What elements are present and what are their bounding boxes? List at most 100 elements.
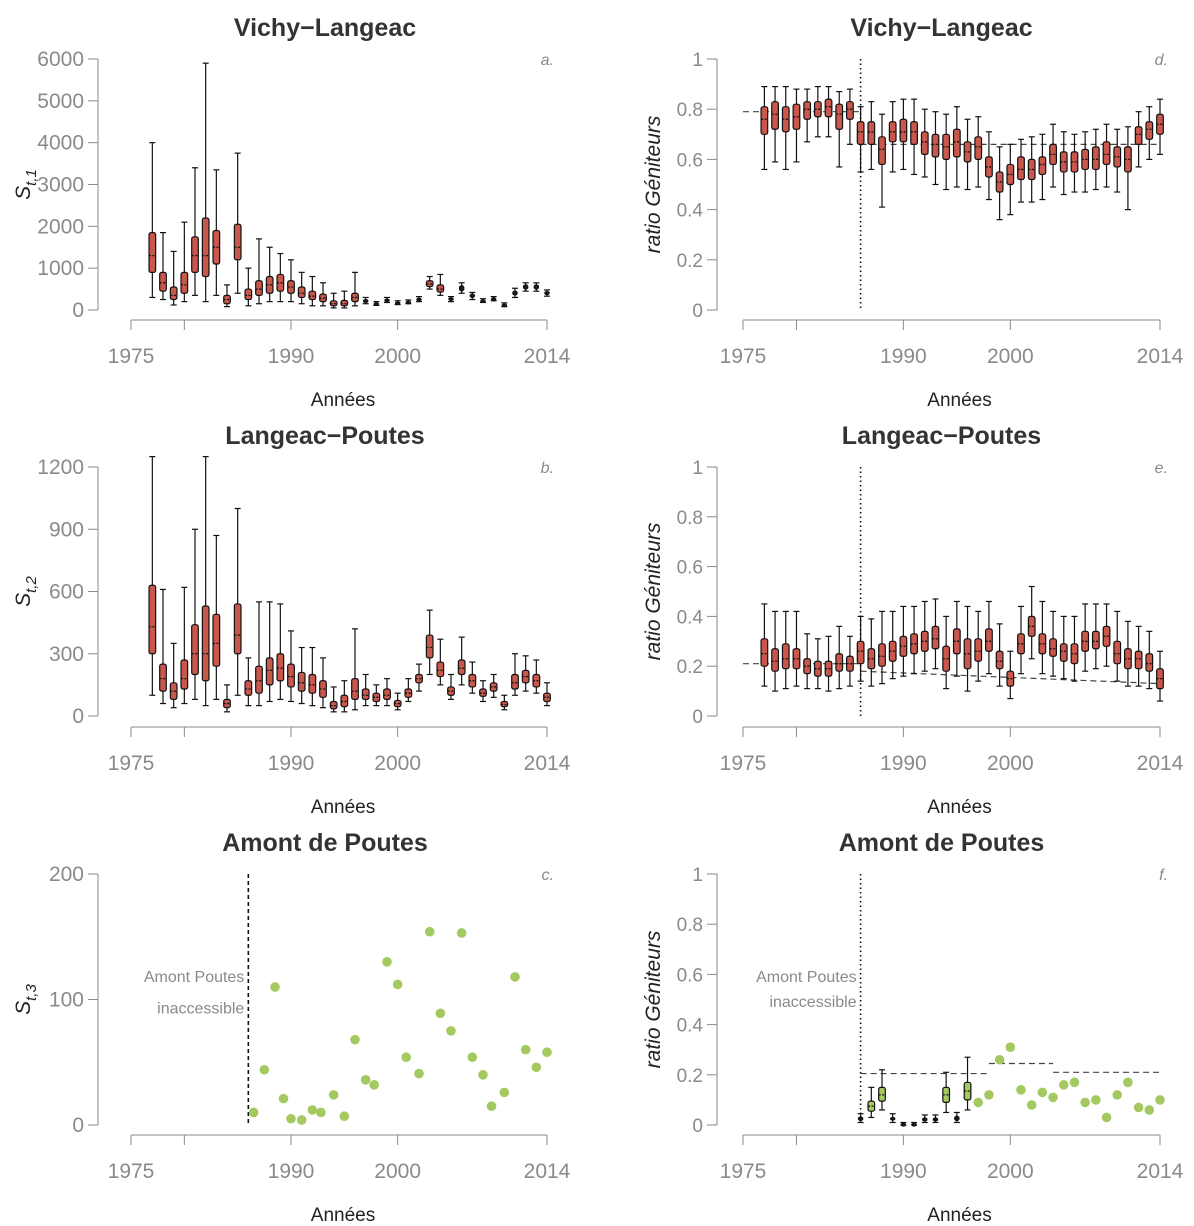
boxplot-2004 bbox=[436, 273, 445, 296]
data-point bbox=[1005, 1042, 1016, 1052]
data-point bbox=[1112, 1090, 1123, 1100]
boxplot-1995 bbox=[340, 680, 349, 713]
x-axis-label: Années bbox=[927, 797, 991, 818]
box bbox=[760, 106, 769, 135]
boxplot-2011 bbox=[511, 653, 519, 696]
box bbox=[169, 286, 178, 301]
panel-e: Langeac−Poutes e. 0 0.2 0.4 0.6 0.8 1 1975 1990 20… bbox=[642, 422, 1184, 818]
boxplot-1986 bbox=[857, 1113, 864, 1124]
box bbox=[835, 653, 844, 672]
y-tick-label: 300 bbox=[49, 643, 84, 666]
x-tick-label: 2014 bbox=[1137, 345, 1184, 368]
data-point bbox=[286, 1113, 296, 1124]
boxplot-1992 bbox=[308, 275, 317, 307]
boxplot-2003 bbox=[1038, 133, 1047, 201]
y-tick-label: 0.8 bbox=[677, 915, 703, 936]
panel-title-f: Amont de Poutes bbox=[839, 829, 1045, 857]
boxplot-1984 bbox=[835, 91, 844, 168]
y-axis-label-main: ratio Géniteurs bbox=[642, 522, 665, 660]
boxplot-1987 bbox=[867, 1086, 876, 1119]
boxplot-1997 bbox=[361, 673, 370, 707]
boxplot-1980 bbox=[792, 88, 801, 163]
boxplot-1997 bbox=[974, 610, 983, 682]
panel-title-a: Vichy−Langeac bbox=[234, 14, 416, 42]
box bbox=[148, 584, 157, 655]
boxplot-2001 bbox=[1017, 138, 1025, 203]
panel-letter-d: d. bbox=[1155, 52, 1168, 69]
data-point bbox=[1123, 1077, 1133, 1088]
box bbox=[952, 128, 961, 158]
boxplot-1982 bbox=[813, 638, 822, 690]
boxplot-1978 bbox=[771, 610, 779, 692]
x-tick-label: 1990 bbox=[880, 752, 927, 775]
boxplot-1999 bbox=[384, 296, 390, 304]
boxplot-1992 bbox=[920, 600, 929, 672]
boxplot-1993 bbox=[931, 111, 940, 186]
x-tick-label: 2014 bbox=[524, 1160, 571, 1183]
boxplot-1992 bbox=[921, 1114, 928, 1124]
boxplot-2009 bbox=[1102, 603, 1111, 667]
boxplot-1982 bbox=[813, 86, 822, 138]
y-axis-label: St,3 bbox=[12, 984, 40, 1015]
panel-title-d: Vichy−Langeac bbox=[850, 14, 1032, 42]
box bbox=[867, 121, 876, 145]
box bbox=[931, 133, 940, 158]
boxplot-1983 bbox=[212, 169, 221, 296]
boxplot-2005 bbox=[1059, 615, 1068, 680]
boxplot-1980 bbox=[180, 221, 189, 303]
boxplot-1983 bbox=[212, 534, 221, 701]
boxplot-1990 bbox=[287, 630, 295, 703]
data-point bbox=[392, 979, 403, 990]
boxplot-2013 bbox=[1145, 630, 1154, 690]
boxplot-1994 bbox=[329, 292, 338, 309]
boxplot-1994 bbox=[942, 1071, 951, 1114]
boxplot-1989 bbox=[276, 603, 285, 701]
boxplot-1983 bbox=[824, 635, 833, 692]
x-tick-label: 1990 bbox=[268, 345, 315, 368]
boxplot-1998 bbox=[985, 600, 993, 675]
boxplot-2001 bbox=[404, 678, 413, 703]
data-point bbox=[1037, 1087, 1048, 1098]
boxplot-1996 bbox=[963, 605, 972, 692]
y-tick-label: 1 bbox=[692, 50, 703, 71]
y-tick-label: 600 bbox=[49, 581, 84, 604]
box bbox=[878, 643, 886, 667]
panel-c: Amont de Poutes c. 0 100 200 1975 1990 2000 2014… bbox=[12, 829, 571, 1226]
data-point bbox=[369, 1080, 380, 1090]
boxplot-1993 bbox=[932, 1114, 939, 1124]
data-point bbox=[307, 1105, 318, 1115]
box bbox=[1145, 653, 1154, 672]
panel-title-e: Langeac−Poutes bbox=[842, 422, 1041, 450]
boxplot-1991 bbox=[297, 271, 306, 305]
boxplot-1988 bbox=[878, 113, 886, 208]
x-tick-label: 1990 bbox=[880, 1160, 927, 1183]
y-axis-label-subscript: t,3 bbox=[23, 984, 40, 1001]
box bbox=[244, 288, 253, 301]
box bbox=[824, 98, 833, 118]
data-point bbox=[278, 1093, 289, 1104]
boxplot-1985 bbox=[846, 88, 854, 145]
boxplot-2002 bbox=[415, 663, 423, 692]
boxplot-2008 bbox=[480, 298, 486, 304]
boxplot-2014 bbox=[544, 289, 550, 297]
boxplot-2001 bbox=[405, 299, 412, 305]
boxplot-2002 bbox=[416, 296, 422, 303]
boxplot-1990 bbox=[287, 259, 295, 303]
panel-letter-b: b. bbox=[541, 460, 554, 477]
box bbox=[436, 661, 445, 678]
boxplot-2012 bbox=[1134, 111, 1143, 168]
boxplot-1988 bbox=[265, 246, 274, 303]
y-axis-label-main: S bbox=[12, 1001, 35, 1015]
data-point bbox=[478, 1070, 488, 1080]
x-tick-label: 1975 bbox=[108, 752, 155, 775]
x-tick-label: 1975 bbox=[720, 1160, 767, 1183]
boxplot-2014 bbox=[543, 682, 551, 707]
box bbox=[846, 101, 854, 120]
y-axis-label: St,2 bbox=[12, 576, 40, 607]
x-tick-label: 1975 bbox=[108, 1160, 155, 1183]
y-tick-label: 0 bbox=[72, 1114, 84, 1137]
boxplot-2005 bbox=[1059, 131, 1068, 196]
boxplot-2005 bbox=[447, 673, 455, 701]
data-point bbox=[984, 1090, 994, 1100]
box bbox=[201, 217, 210, 278]
